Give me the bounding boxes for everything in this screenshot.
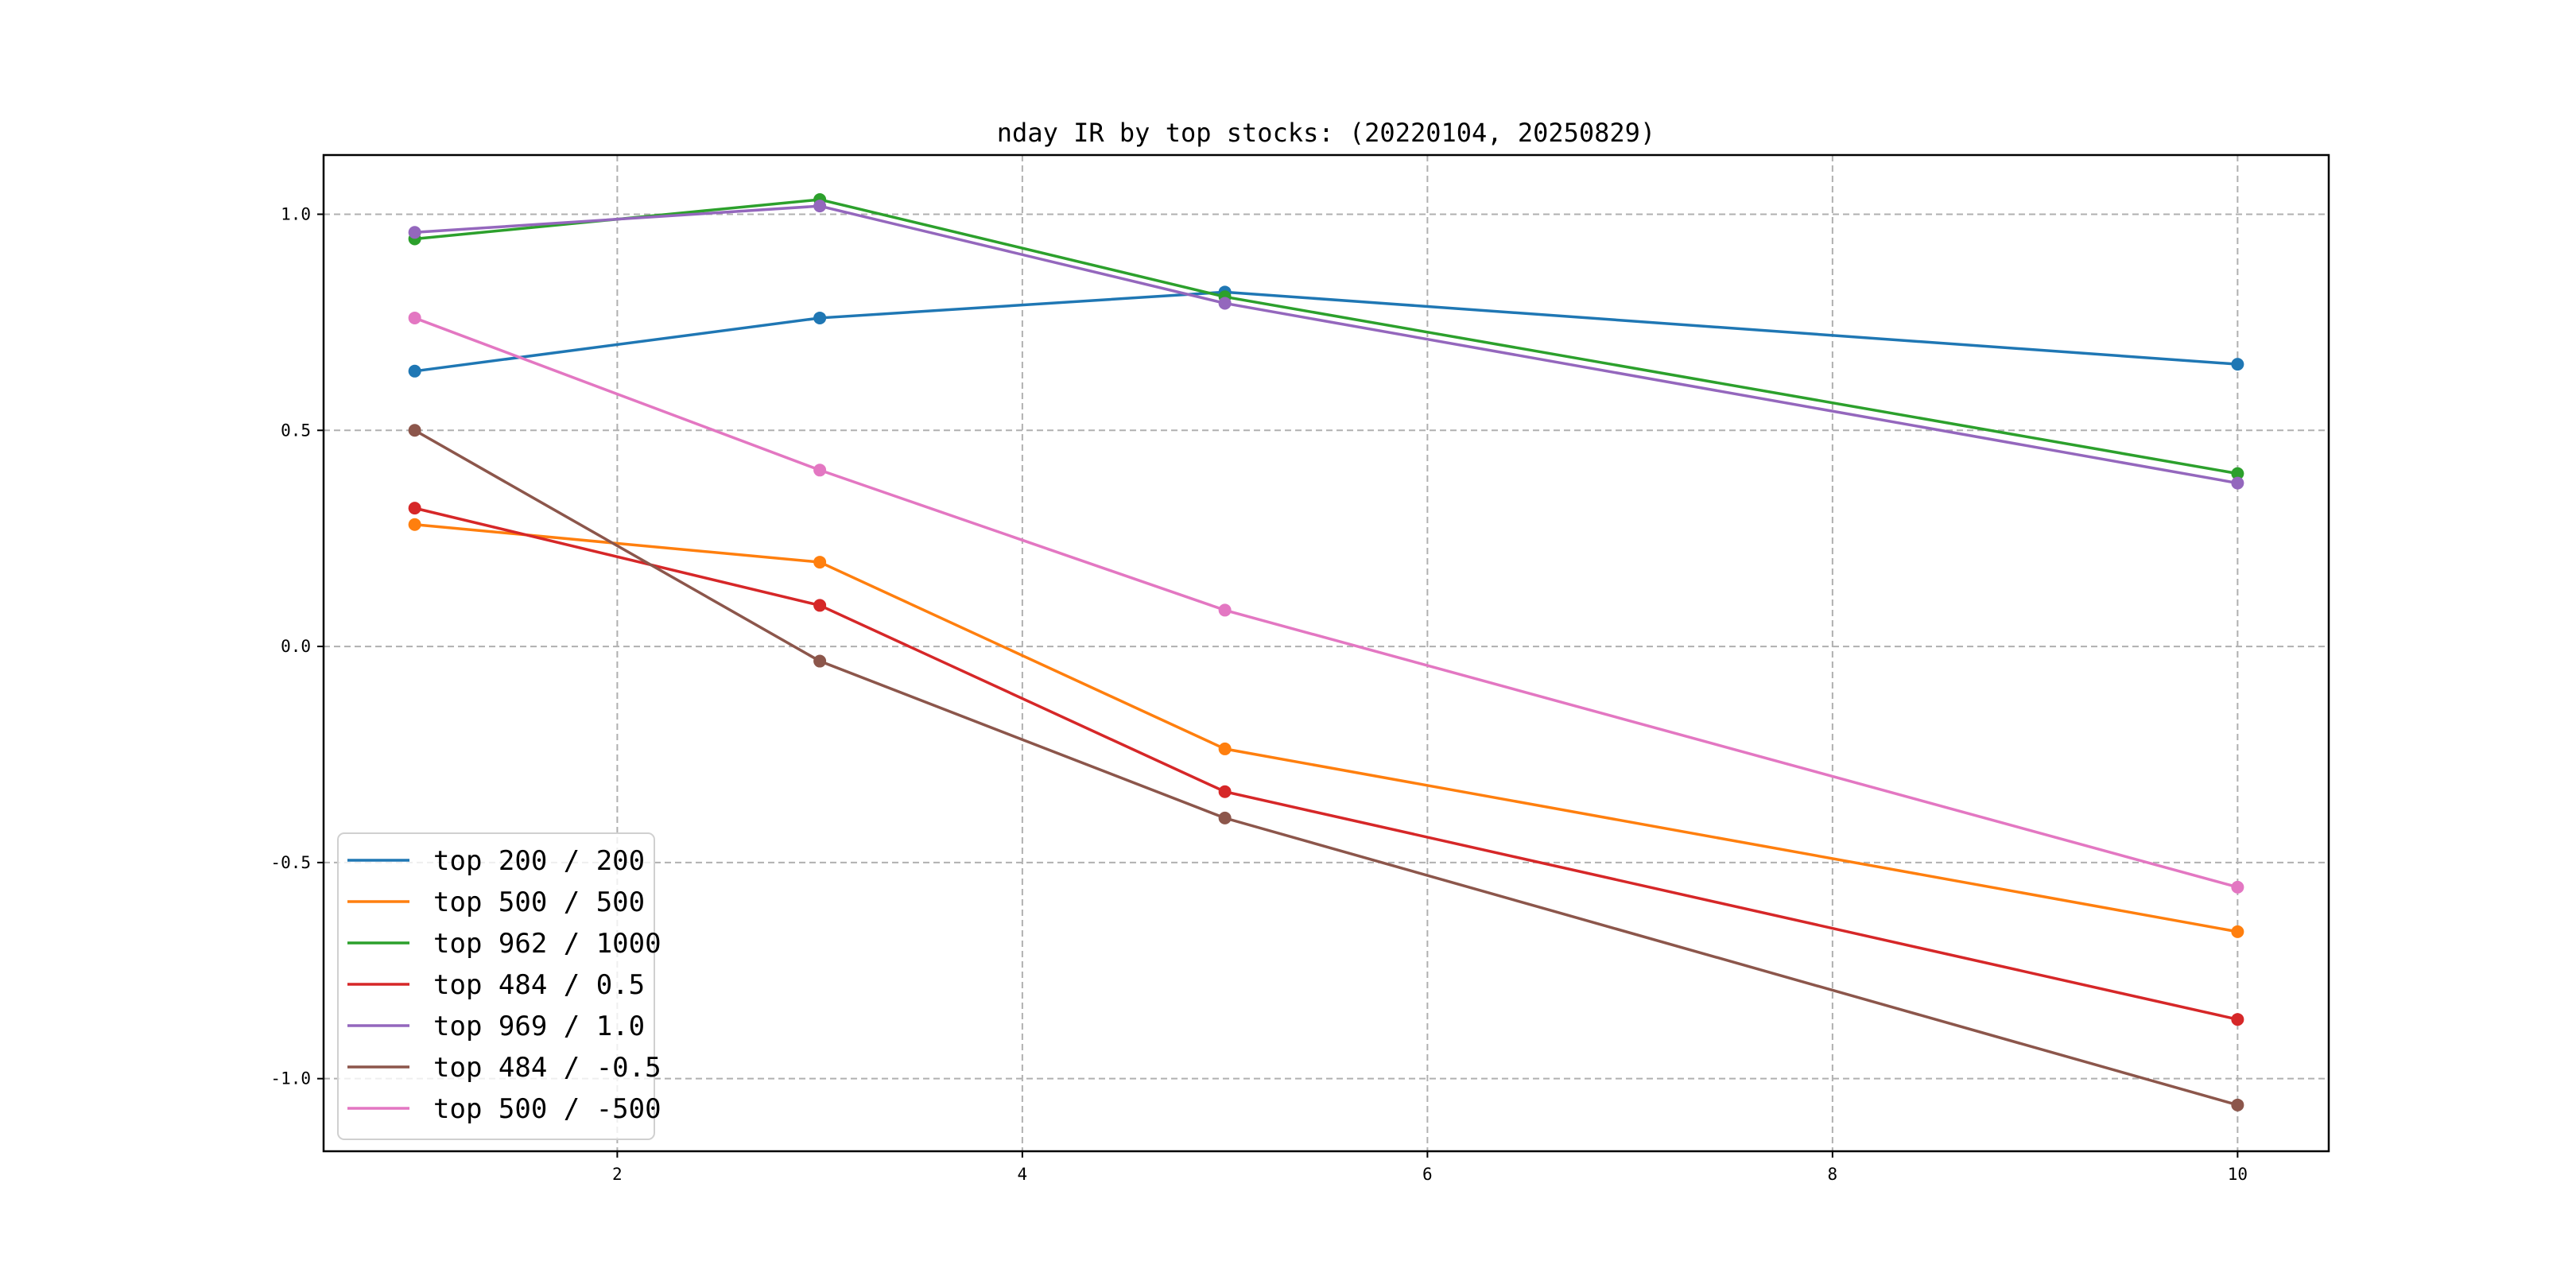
legend-label: top 500 / 500	[433, 886, 645, 918]
series-line	[414, 290, 2238, 373]
data-point	[813, 311, 827, 324]
legend-label: top 484 / 0.5	[433, 969, 645, 1001]
data-point	[408, 364, 421, 378]
y-tick-label: -1.0	[270, 1069, 311, 1088]
data-point	[408, 518, 421, 531]
series-line	[414, 523, 2238, 933]
data-point	[2231, 880, 2244, 894]
axis-ticks: 2 4 6 8 10 1.0 0.5 0.0 -0.5 -1.0	[270, 204, 2248, 1184]
data-point	[408, 226, 421, 239]
x-tick-label: 2	[612, 1165, 623, 1184]
legend-label: top 200 / 200	[433, 845, 645, 877]
series-line	[413, 429, 2238, 1107]
data-point	[1218, 742, 1232, 755]
y-tick-label: 0.0	[281, 637, 311, 656]
series-lines	[408, 192, 2244, 1111]
x-tick-label: 4	[1018, 1165, 1028, 1184]
data-point	[2231, 1098, 2244, 1111]
data-point	[1218, 811, 1232, 824]
x-tick-label: 10	[2228, 1165, 2248, 1184]
data-point	[2231, 1013, 2244, 1026]
data-point	[1218, 785, 1232, 798]
data-point	[813, 200, 827, 213]
data-point	[2231, 358, 2244, 371]
data-point	[2231, 476, 2244, 490]
data-point	[1218, 603, 1232, 617]
data-point	[408, 502, 421, 515]
series-line	[414, 506, 2238, 1021]
x-tick-label: 8	[1828, 1165, 1838, 1184]
data-point	[2231, 925, 2244, 938]
data-point	[813, 599, 827, 612]
y-tick-label: -0.5	[270, 853, 311, 872]
plot-frame	[322, 153, 2330, 1153]
data-point	[2231, 467, 2244, 480]
legend-label: top 969 / 1.0	[433, 1011, 645, 1042]
series-line	[414, 204, 2238, 485]
data-point	[1218, 297, 1232, 310]
data-point	[408, 424, 421, 437]
data-point	[813, 556, 827, 569]
data-point	[813, 464, 827, 477]
y-tick-label: 0.5	[281, 421, 311, 440]
legend: top 200 / 200 top 500 / 500 top 962 / 1000…	[337, 832, 661, 1140]
legend-label: top 500 / -500	[433, 1093, 661, 1125]
legend-box	[337, 832, 655, 1140]
chart-title: nday IR by top stocks: (20220104, 202508…	[997, 118, 1655, 148]
legend-label: top 484 / -0.5	[433, 1052, 661, 1084]
data-point	[408, 311, 421, 324]
data-point	[813, 654, 827, 668]
x-tick-label: 6	[1422, 1165, 1433, 1184]
legend-label: top 962 / 1000	[433, 928, 661, 960]
series-line	[414, 316, 2238, 889]
y-tick-label: 1.0	[281, 204, 311, 223]
